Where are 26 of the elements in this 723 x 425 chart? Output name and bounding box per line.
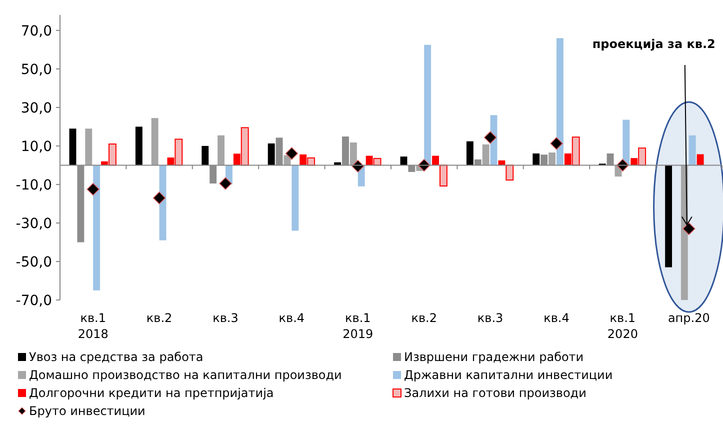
x-tick-label: кв.2 (146, 311, 172, 325)
x-tick-label: кв.2 (411, 311, 437, 325)
legend-label: Извршени градежни работи (404, 350, 584, 364)
legend-label: Увоз на средства за работа (29, 350, 204, 364)
y-tick-label: 10,0 (20, 138, 52, 155)
y-tick-label: 30,0 (20, 100, 52, 116)
x-tick-label: кв.1 2018 (78, 311, 108, 341)
y-tick-label: -10,0 (16, 177, 52, 194)
x-tick-label: апр.20 (668, 311, 710, 325)
x-tick-label: кв.3 (477, 311, 504, 325)
annotation: проекција за кв.2 (592, 37, 716, 51)
legend-label: Долгорочни кредити на претпријатија (29, 386, 274, 400)
x-tick-label: кв.1 2020 (607, 311, 638, 341)
legend-label: Државни капитални инвестиции (404, 368, 613, 382)
y-tick-label: 50,0 (20, 62, 52, 78)
y-tick-label: -30,0 (16, 216, 52, 232)
x-tick-label: кв.4 (544, 311, 570, 325)
legend-label: Залихи на готови производи (404, 386, 586, 400)
y-tick-label: 70,0 (20, 23, 52, 40)
x-tick-label: кв.1 2019 (342, 311, 374, 341)
y-tick-label: -50,0 (16, 254, 52, 270)
x-tick-label: кв.3 (212, 311, 238, 325)
legend-label: Домашно производство на капитални производи (29, 368, 342, 382)
y-tick-label: -70,0 (16, 292, 52, 309)
legend-label: Бруто инвестиции (29, 404, 146, 418)
x-tick-label: кв.4 (278, 311, 305, 325)
